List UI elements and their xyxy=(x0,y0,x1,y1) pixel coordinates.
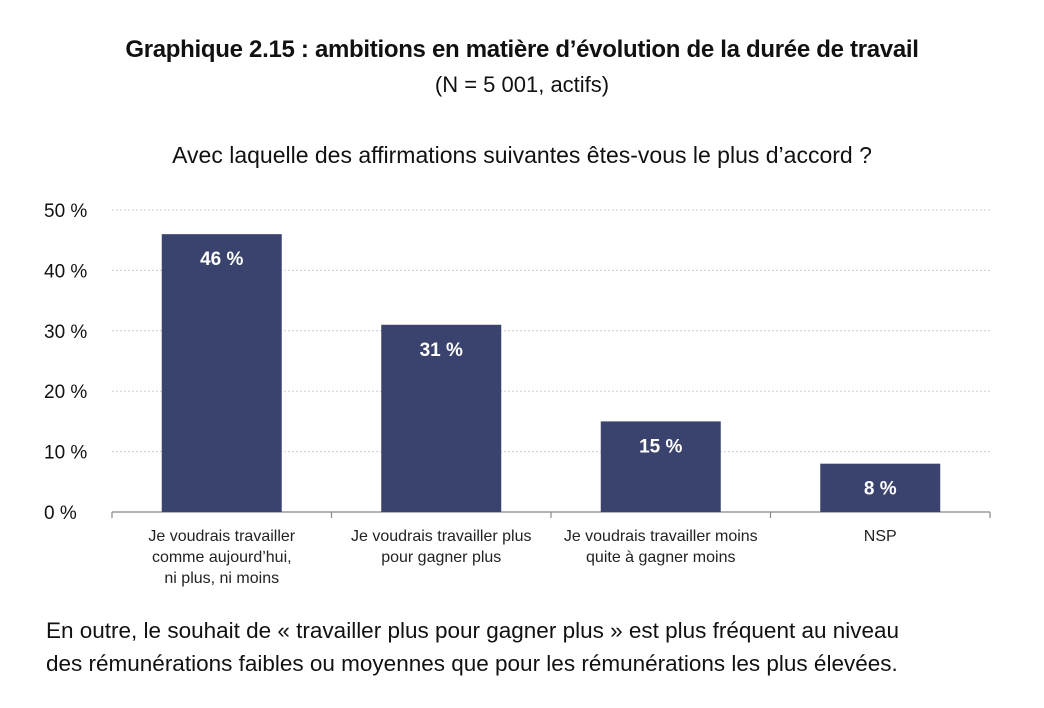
y-tick-label: 50 % xyxy=(44,201,87,222)
bar xyxy=(820,463,941,512)
bar xyxy=(381,324,502,512)
bar xyxy=(600,421,721,512)
x-tick-label: comme aujourd’hui, xyxy=(152,549,292,566)
x-tick-label: Je voudrais travailler moins xyxy=(564,528,758,545)
data-label: 31 % xyxy=(420,340,463,361)
data-label: 15 % xyxy=(639,436,682,457)
footnote: En outre, le souhait de « travailler plu… xyxy=(46,614,1016,680)
footnote-line-2: des rémunérations faibles ou moyennes qu… xyxy=(46,651,898,676)
y-tick-label: 30 % xyxy=(44,322,87,343)
x-tick-label: pour gagner plus xyxy=(381,549,501,566)
x-tick-label: Je voudrais travailler plus xyxy=(351,528,532,545)
y-tick-label: 10 % xyxy=(44,443,87,464)
x-tick-label: NSP xyxy=(864,528,897,545)
chart-title: Graphique 2.15 : ambitions en matière d’… xyxy=(125,36,919,63)
x-tick-label: quite à gagner moins xyxy=(586,549,735,566)
x-tick-label: ni plus, ni moins xyxy=(164,570,279,587)
chart-subtitle: (N = 5 001, actifs) xyxy=(434,72,610,97)
footnote-line-1: En outre, le souhait de « travailler plu… xyxy=(46,618,900,643)
survey-question: Avec laquelle des affirmations suivantes… xyxy=(172,142,872,168)
y-tick-label: 40 % xyxy=(44,261,87,282)
x-tick-label: Je voudrais travailler xyxy=(148,528,295,545)
bar xyxy=(161,234,282,512)
data-label: 46 % xyxy=(200,249,243,270)
y-tick-label: 20 % xyxy=(44,382,87,403)
y-tick-label: 0 % xyxy=(44,503,77,524)
bar-chart: 0 % 10 % 20 % 30 % 40 % 50 % 46 % Je voudrais t… xyxy=(44,201,991,587)
data-label: 8 % xyxy=(864,479,897,500)
